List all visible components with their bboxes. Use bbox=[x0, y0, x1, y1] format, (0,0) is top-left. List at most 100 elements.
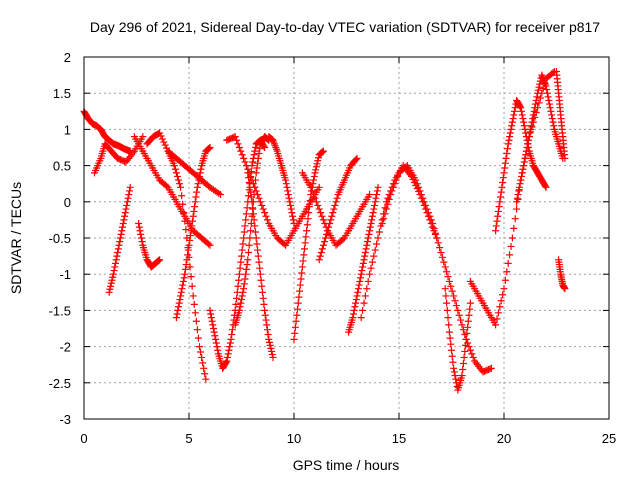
series-p817-21 bbox=[466, 67, 558, 329]
data-point bbox=[234, 140, 242, 148]
data-point bbox=[200, 364, 208, 372]
data-point bbox=[498, 183, 506, 191]
data-point bbox=[119, 220, 127, 228]
data-point bbox=[136, 227, 144, 235]
data-point bbox=[245, 174, 252, 182]
data-point bbox=[508, 234, 516, 242]
data-point bbox=[212, 339, 220, 347]
data-point bbox=[313, 160, 321, 168]
data-point bbox=[192, 317, 200, 325]
data-point bbox=[113, 252, 121, 260]
data-point bbox=[469, 353, 477, 361]
data-point bbox=[436, 244, 444, 252]
data-point bbox=[381, 204, 389, 212]
data-point bbox=[223, 357, 231, 365]
data-point bbox=[525, 136, 532, 144]
data-point bbox=[197, 348, 205, 356]
data-point bbox=[389, 183, 397, 191]
data-point bbox=[187, 273, 195, 281]
data-point bbox=[179, 277, 187, 285]
data-point bbox=[246, 234, 254, 242]
data-point bbox=[252, 144, 259, 151]
data-point bbox=[288, 209, 296, 217]
data-point bbox=[447, 340, 455, 348]
data-point bbox=[184, 244, 192, 252]
data-point bbox=[311, 169, 319, 177]
data-point bbox=[282, 180, 290, 188]
data-point bbox=[206, 144, 214, 151]
y-tick-label: 0.5 bbox=[53, 159, 71, 174]
data-point bbox=[196, 343, 203, 351]
data-point bbox=[508, 122, 516, 130]
y-tick-label: -3 bbox=[59, 412, 71, 427]
data-point bbox=[283, 183, 291, 191]
data-point bbox=[520, 118, 528, 126]
data-point bbox=[227, 335, 235, 343]
data-point bbox=[256, 264, 264, 272]
data-point bbox=[494, 309, 502, 317]
data-point bbox=[452, 302, 460, 310]
data-point bbox=[366, 227, 374, 235]
data-point bbox=[391, 180, 399, 188]
data-point bbox=[364, 277, 372, 285]
data-point bbox=[353, 292, 361, 300]
data-point bbox=[112, 256, 120, 264]
data-point bbox=[420, 198, 428, 206]
data-point bbox=[501, 164, 509, 172]
data-point bbox=[331, 201, 339, 209]
data-point bbox=[109, 270, 117, 278]
data-point bbox=[249, 158, 257, 166]
data-point bbox=[233, 136, 241, 144]
data-point bbox=[290, 220, 298, 228]
data-point bbox=[513, 194, 521, 202]
data-point bbox=[444, 273, 452, 281]
data-point bbox=[107, 282, 115, 290]
data-point bbox=[360, 299, 368, 307]
data-point bbox=[455, 311, 463, 319]
data-point bbox=[191, 198, 199, 206]
data-point bbox=[527, 125, 535, 133]
data-point bbox=[366, 191, 374, 199]
data-point bbox=[442, 292, 450, 300]
data-point bbox=[506, 129, 514, 137]
series-p817-25 bbox=[553, 67, 569, 162]
data-point bbox=[289, 216, 297, 224]
data-point bbox=[514, 191, 522, 199]
data-point bbox=[354, 285, 362, 293]
data-point bbox=[256, 270, 264, 278]
data-point bbox=[531, 104, 539, 112]
data-point bbox=[242, 265, 250, 273]
data-point bbox=[493, 217, 501, 225]
data-point bbox=[419, 194, 427, 202]
data-point bbox=[500, 285, 508, 293]
data-point bbox=[318, 148, 326, 156]
y-tick-label: -2.5 bbox=[49, 376, 71, 391]
data-point bbox=[363, 241, 371, 249]
data-point bbox=[177, 288, 185, 296]
data-point bbox=[451, 372, 459, 380]
data-point bbox=[384, 194, 392, 202]
data-point bbox=[183, 234, 191, 242]
data-point bbox=[332, 198, 340, 206]
data-point bbox=[254, 159, 262, 167]
data-point bbox=[362, 245, 370, 253]
data-point bbox=[505, 136, 513, 144]
data-point bbox=[182, 261, 190, 269]
data-point bbox=[269, 353, 277, 361]
data-point bbox=[521, 154, 529, 162]
data-point bbox=[493, 315, 501, 323]
data-point bbox=[359, 263, 367, 271]
data-point bbox=[172, 169, 180, 177]
data-point bbox=[444, 314, 452, 322]
data-point bbox=[333, 194, 341, 202]
data-point bbox=[429, 220, 437, 228]
data-point bbox=[306, 197, 314, 205]
data-point bbox=[459, 359, 467, 367]
data-point bbox=[378, 220, 386, 228]
data-point bbox=[193, 326, 201, 334]
data-point bbox=[561, 285, 569, 293]
data-point bbox=[114, 248, 122, 256]
data-point bbox=[503, 268, 511, 276]
data-point bbox=[247, 188, 255, 196]
data-point bbox=[361, 248, 369, 256]
